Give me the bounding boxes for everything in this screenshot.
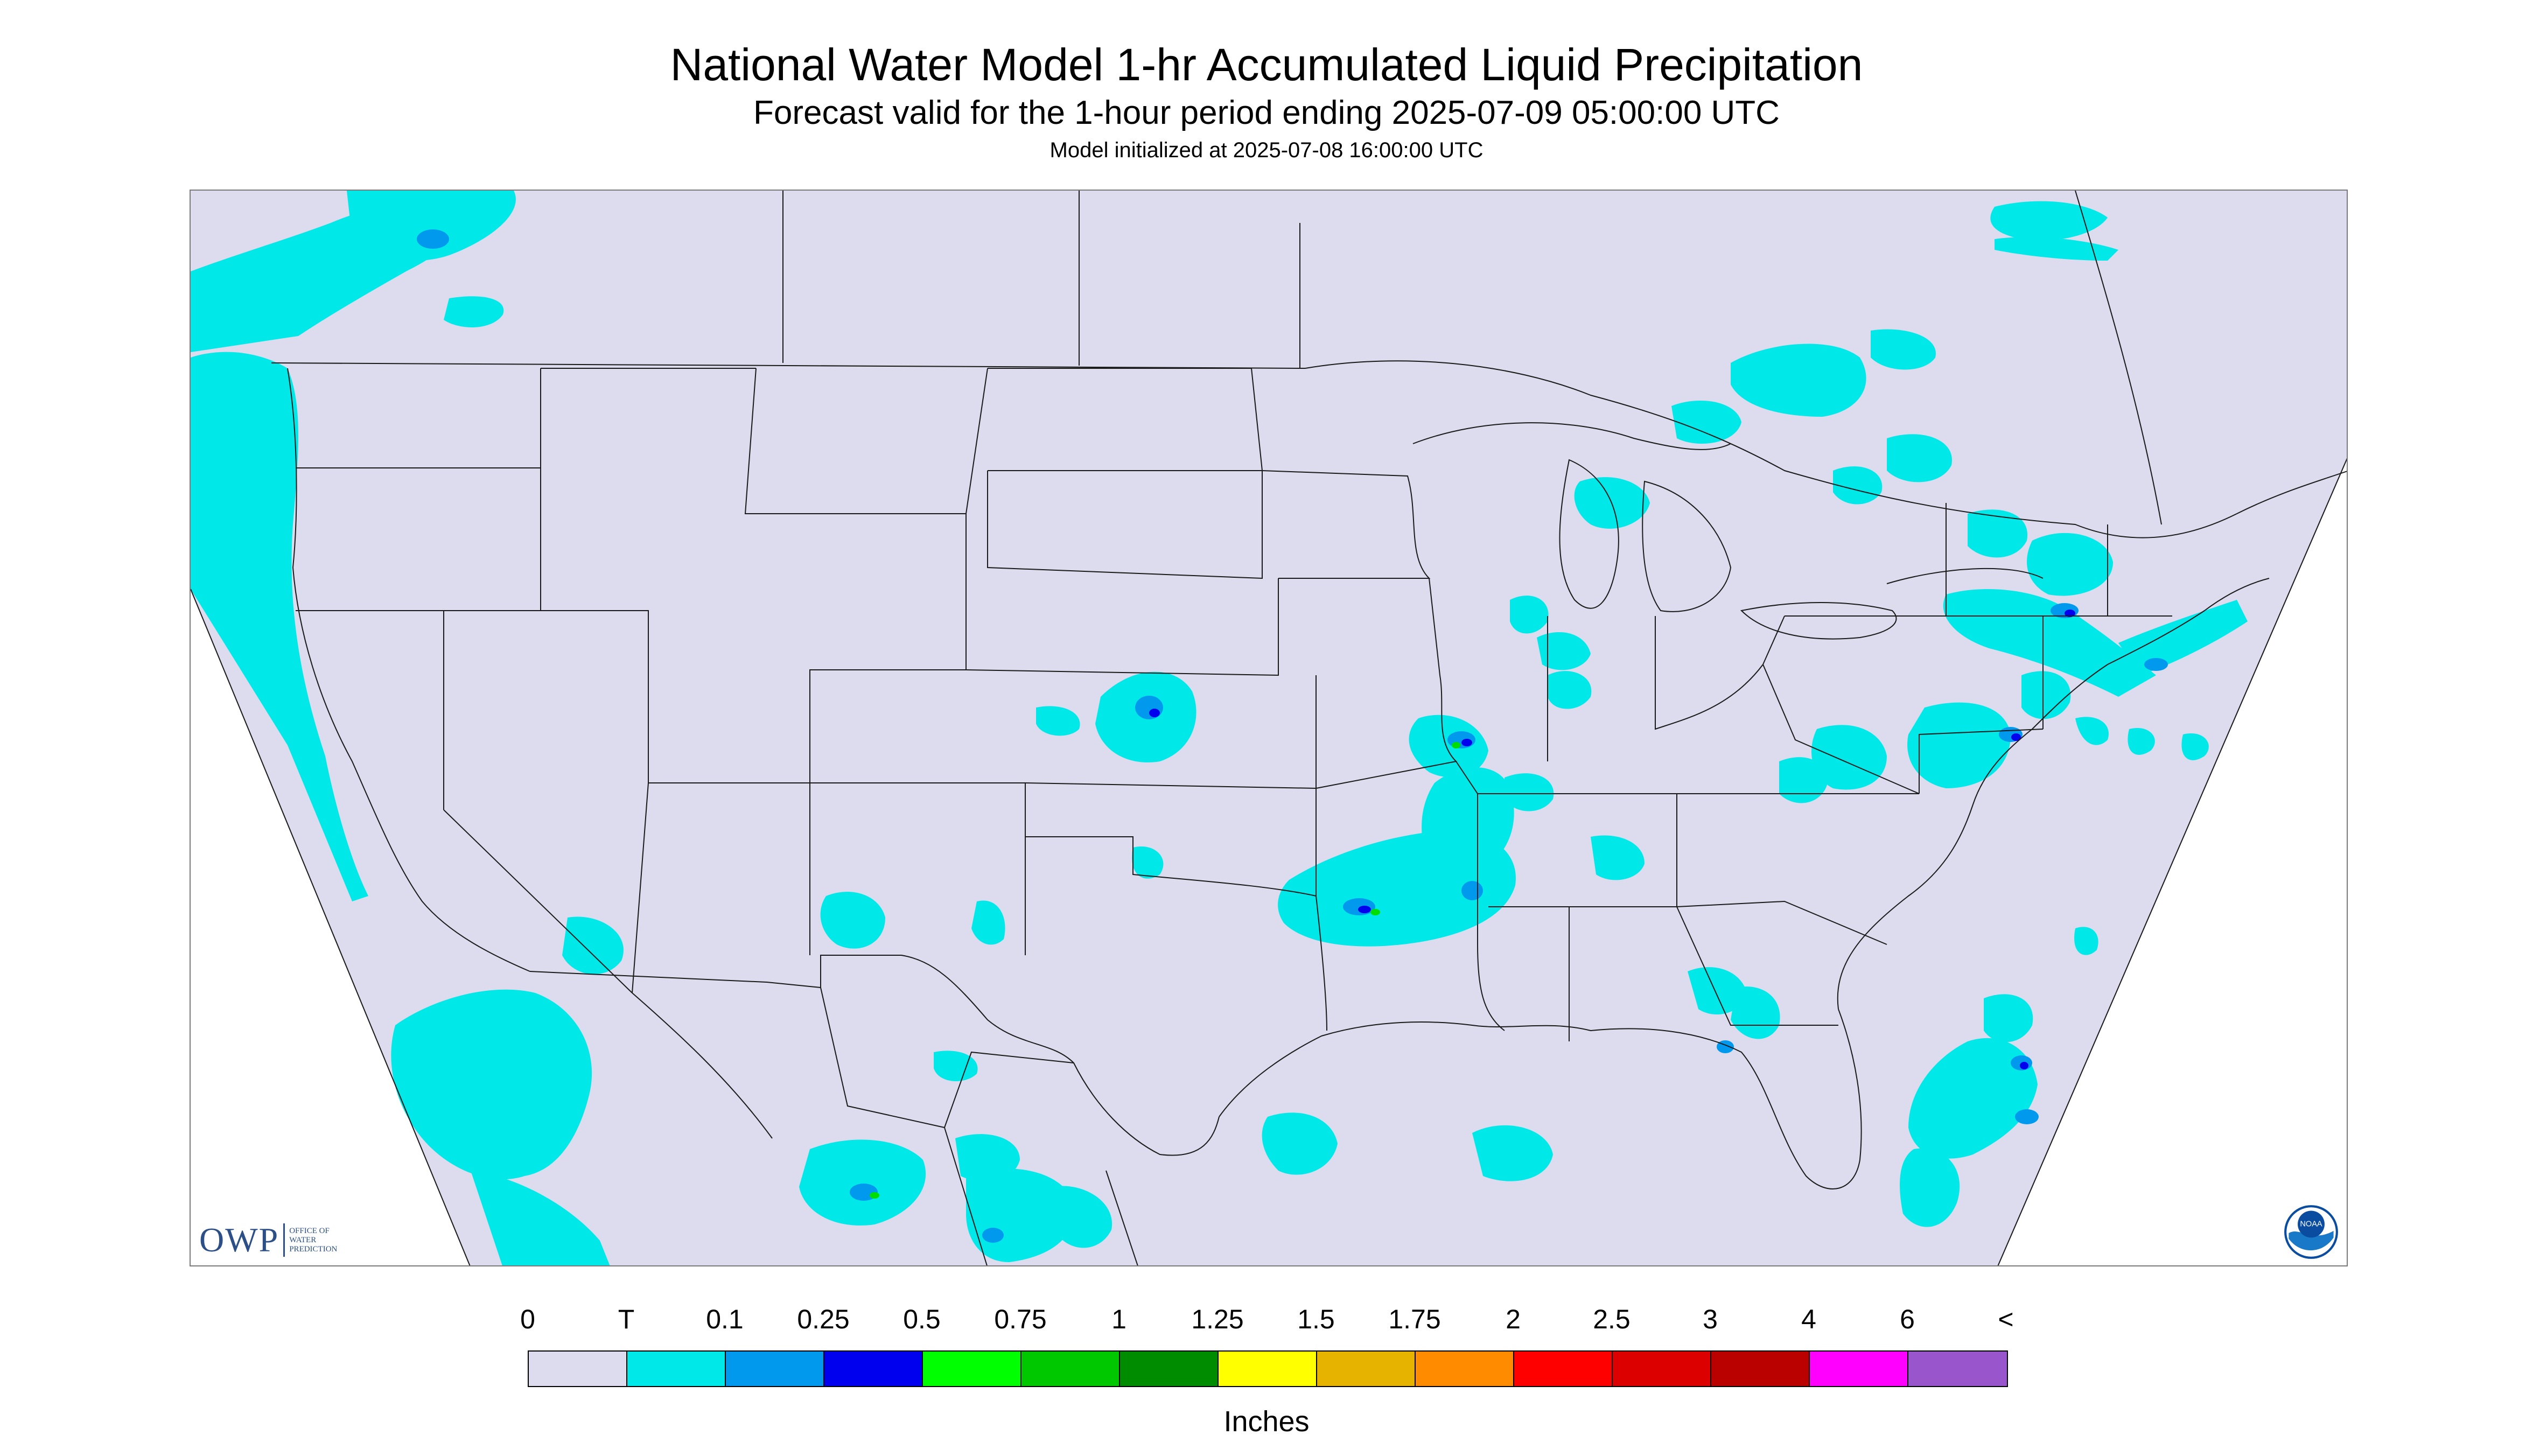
- legend-label: 4: [1801, 1304, 1816, 1334]
- noaa-label: NOAA: [2300, 1220, 2322, 1229]
- model-init-time: Model initialized at 2025-07-08 16:00:00…: [1049, 138, 1484, 162]
- legend-label: 1.25: [1191, 1304, 1244, 1334]
- legend-labels: 0 T 0.1 0.25 0.5 0.75 1 1.25 1.5 1.75 2 2.5 3 4 6 <: [0, 1303, 2533, 1335]
- legend-swatch: [1219, 1352, 1317, 1386]
- legend-swatch: [824, 1352, 923, 1386]
- owp-line3: Prediction: [289, 1244, 338, 1254]
- legend-swatch: [529, 1352, 627, 1386]
- domain-outline: [191, 458, 2347, 1265]
- legend-swatch: [1317, 1352, 1416, 1386]
- legend-swatch: [1613, 1352, 1711, 1386]
- legend-swatch: [1120, 1352, 1219, 1386]
- map-title: National Water Model 1-hr Accumulated Li…: [670, 39, 1863, 90]
- precip-moderate-areas: [1149, 610, 2075, 1069]
- legend-label: 2: [1506, 1304, 1521, 1334]
- legend-unit: Inches: [1223, 1405, 1310, 1438]
- owp-logo: OWP Office of Water Prediction: [199, 1216, 337, 1264]
- legend-swatch: [1810, 1352, 1908, 1386]
- legend-label: 3: [1703, 1304, 1718, 1334]
- legend-swatch: [923, 1352, 1021, 1386]
- precip-heavy-areas: [870, 742, 1460, 1199]
- legend-label: 0: [520, 1304, 535, 1334]
- legend-label: 1.5: [1297, 1304, 1335, 1334]
- legend-label: 6: [1900, 1304, 1915, 1334]
- map-svg: [191, 191, 2347, 1265]
- legend-label: 0.25: [797, 1304, 850, 1334]
- forecast-valid-time: Forecast valid for the 1-hour period end…: [753, 94, 1780, 131]
- legend-swatch: [1021, 1352, 1120, 1386]
- owp-letters: OWP: [199, 1221, 279, 1259]
- legend-swatch: [1711, 1352, 1810, 1386]
- legend-label: 0.1: [706, 1304, 744, 1334]
- legend-label: 0.5: [903, 1304, 941, 1334]
- legend-label: 1.75: [1388, 1304, 1441, 1334]
- owp-line2: Water: [289, 1235, 317, 1244]
- noaa-logo: NOAA: [2284, 1205, 2338, 1259]
- legend-swatch: [726, 1352, 824, 1386]
- precip-trace-areas: [191, 191, 2248, 1265]
- legend-swatch: [627, 1352, 726, 1386]
- legend-label: <: [1998, 1304, 2014, 1334]
- legend-label: 1: [1111, 1304, 1126, 1334]
- legend-color-bar: [528, 1350, 2008, 1387]
- legend-swatch: [1416, 1352, 1514, 1386]
- precipitation-map[interactable]: [190, 190, 2348, 1266]
- legend-label: 0.75: [994, 1304, 1047, 1334]
- legend-swatch: [1908, 1352, 2007, 1386]
- owp-logo-divider: [283, 1223, 285, 1257]
- owp-line1: Office of: [289, 1226, 330, 1235]
- model-domain: [191, 191, 2347, 1265]
- political-borders: [271, 191, 2347, 1265]
- legend-label: T: [618, 1304, 635, 1334]
- owp-office-name: Office of Water Prediction: [289, 1227, 337, 1254]
- legend-label: 2.5: [1593, 1304, 1631, 1334]
- legend-swatch: [1514, 1352, 1613, 1386]
